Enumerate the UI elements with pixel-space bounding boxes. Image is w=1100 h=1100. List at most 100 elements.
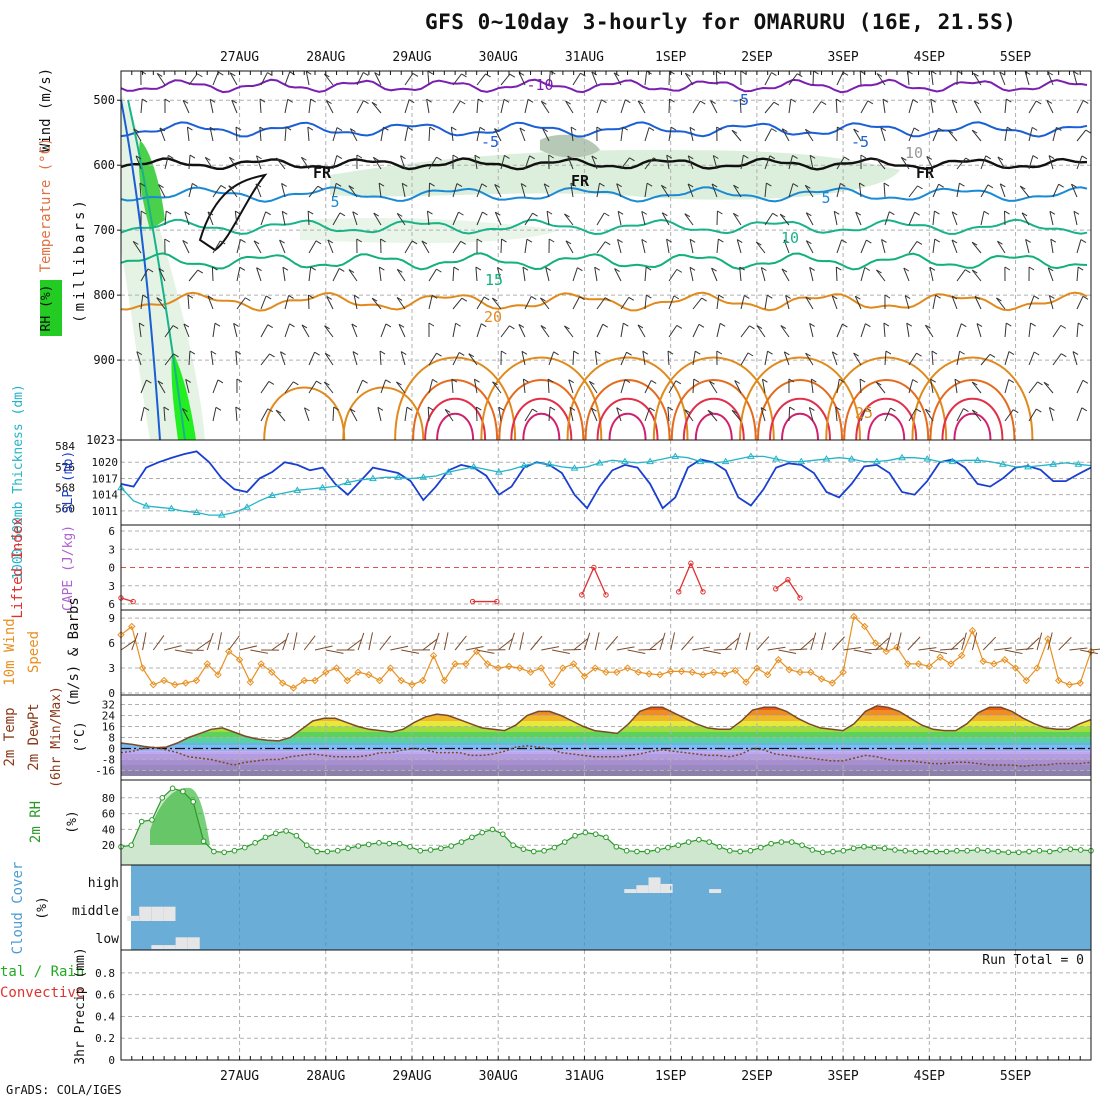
- rh2m-axis-label: 2m RH: [28, 801, 44, 843]
- surface-wind-barb: [627, 649, 646, 654]
- temp-band: [121, 765, 1091, 771]
- surface-dome: [584, 379, 671, 441]
- wind-barb-flag: [163, 406, 170, 411]
- wind-barb: [524, 408, 533, 422]
- wind-barb-flag: [143, 406, 150, 411]
- wind-barb: [404, 73, 414, 86]
- wind-barb-flag: [731, 409, 738, 414]
- wind-barb: [476, 183, 483, 198]
- wind-speed-marker: [419, 676, 427, 685]
- surface-wind-barb: [1058, 636, 1072, 651]
- wind-barb: [956, 351, 961, 366]
- wind-barb-flag: [855, 295, 861, 300]
- surface-wind-barb: [271, 639, 287, 651]
- wind-barb: [308, 185, 319, 198]
- wind-barb: [211, 266, 214, 282]
- wind-barb: [140, 268, 149, 282]
- rh2m-marker: [788, 839, 795, 845]
- contour-label: FR: [571, 172, 590, 190]
- thickness-marker: [1074, 460, 1083, 467]
- rh2m-marker: [324, 848, 331, 855]
- wind-barb: [932, 295, 937, 310]
- wind-barb-flag: [901, 156, 907, 161]
- wind-barb: [1046, 100, 1054, 114]
- cloud-bar-high: [648, 877, 661, 893]
- wind-speed-marker: [1022, 676, 1031, 685]
- wind-barb-flag: [662, 212, 668, 217]
- surface-wind-barb: [702, 649, 721, 655]
- wind-barb-flag: [779, 213, 786, 218]
- wind-barb-flag: [806, 240, 812, 245]
- wind-barb: [163, 407, 166, 422]
- wind-barb: [323, 73, 334, 86]
- wind-barb-flag: [362, 72, 369, 76]
- wind-barb: [716, 239, 719, 254]
- wind-barb-flag: [542, 128, 548, 132]
- x-ticks: [131, 71, 1092, 1060]
- wind-barb: [780, 325, 790, 338]
- rh2m-marker: [1067, 846, 1074, 852]
- wind-speed-marker: [634, 668, 643, 676]
- wind-barb: [641, 211, 646, 226]
- wind-barb-flag: [436, 156, 442, 161]
- wind-barb: [521, 351, 526, 366]
- wind-barb: [788, 155, 794, 170]
- wind-barb-flag: [836, 266, 842, 271]
- surface-wind-barb: [357, 632, 365, 651]
- wind-barb: [1028, 381, 1038, 394]
- wind-barb-flag: [1058, 183, 1064, 188]
- rh-tick-label: 20: [102, 839, 115, 852]
- surface-wind-barb: [982, 636, 997, 651]
- wind-barb-flag: [428, 322, 435, 327]
- wind-barb-flag: [740, 70, 747, 75]
- wind-barb: [668, 127, 672, 142]
- wind-barb-flag: [961, 323, 967, 328]
- cloud-bar-high: [636, 885, 649, 893]
- wind-barb: [401, 183, 406, 198]
- rh2m-marker: [159, 795, 166, 801]
- rh2m-marker: [355, 843, 362, 849]
- wind-barb-flag: [540, 325, 547, 329]
- wind-barb-flag: [867, 100, 874, 105]
- date-label-top: 29AUG: [392, 50, 431, 65]
- temp-band: [121, 751, 1091, 754]
- wind-barb-flag: [1036, 408, 1042, 413]
- wind-barb: [1050, 239, 1054, 254]
- wind-barb-flag: [954, 378, 961, 383]
- wind-barb-flag: [265, 211, 271, 216]
- wind-barb-flag: [509, 325, 515, 330]
- wind-barb-flag: [629, 157, 635, 162]
- wind-barb-flag: [492, 381, 498, 386]
- thickness-marker: [797, 457, 806, 465]
- wind-barb: [228, 185, 238, 198]
- wind-barb-flag: [522, 266, 529, 271]
- rh2m-marker: [943, 848, 950, 855]
- wind-barb: [951, 99, 958, 114]
- wind-barb-flag: [256, 155, 262, 160]
- surface-dome: [424, 397, 487, 441]
- li-segment: [593, 567, 607, 596]
- wind-speed-line: [120, 615, 1092, 689]
- wind-barb-flag: [780, 325, 787, 330]
- wind-barb: [591, 71, 598, 86]
- surface-dome: [670, 379, 757, 441]
- wind-barb-flag: [865, 407, 872, 412]
- wind-barb-flag: [1050, 238, 1057, 243]
- wind-barb: [836, 323, 843, 338]
- surface-domes: [263, 356, 1034, 441]
- wind-barb-flag: [207, 211, 214, 216]
- wind-barb-flag: [426, 98, 432, 103]
- wind-barb-flag: [628, 296, 635, 301]
- wind-speed-marker: [947, 660, 955, 668]
- wind-grid: [121, 610, 1091, 695]
- wind-barb-flag: [293, 381, 299, 386]
- wind-barb-flag: [580, 72, 586, 77]
- surface-wind-barb: [206, 632, 214, 651]
- wind-barb-flag: [523, 378, 529, 383]
- temp2m-line: [120, 705, 1092, 749]
- surface-wind-barb: [379, 635, 392, 651]
- wind-speed-marker: [483, 660, 492, 668]
- wind-barb-flag: [192, 182, 198, 187]
- wind-barb-flag: [771, 128, 777, 133]
- wind-barb: [932, 127, 940, 142]
